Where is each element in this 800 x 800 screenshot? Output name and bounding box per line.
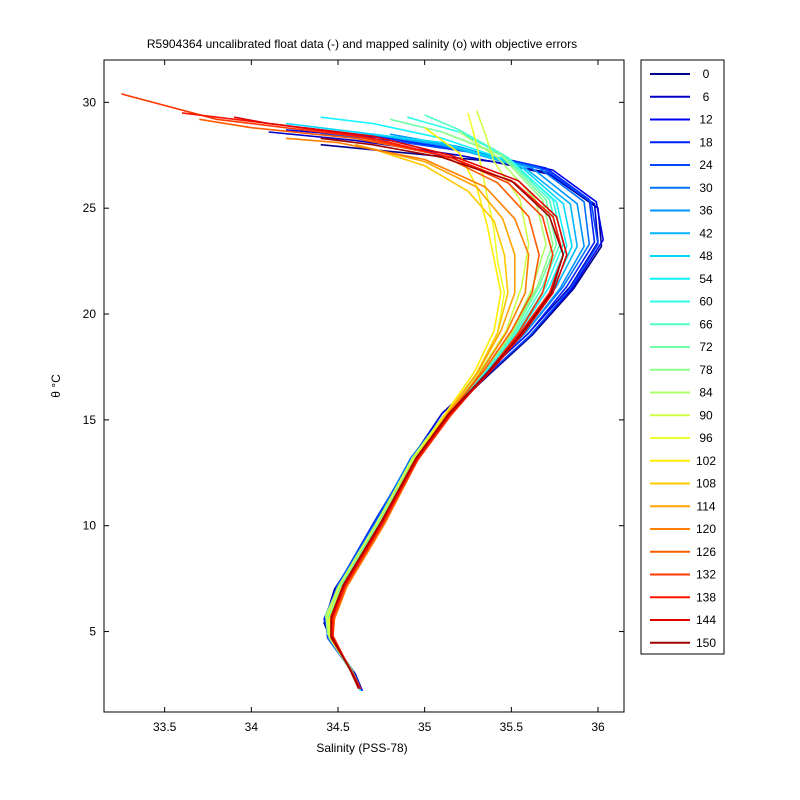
legend-label-78: 78 bbox=[699, 363, 713, 377]
legend-label-54: 54 bbox=[699, 272, 713, 286]
legend-label-42: 42 bbox=[699, 226, 713, 240]
legend-label-138: 138 bbox=[696, 590, 716, 604]
x-axis-label: Salinity (PSS-78) bbox=[316, 741, 407, 755]
x-axis-ticks: 33.5 34 34.5 35 35.5 36 bbox=[153, 60, 605, 734]
y-axis-label: θ °C bbox=[49, 374, 63, 398]
legend-label-72: 72 bbox=[699, 340, 713, 354]
legend-label-144: 144 bbox=[696, 613, 716, 627]
y-tick-label: 30 bbox=[83, 95, 97, 109]
y-tick-label: 5 bbox=[89, 625, 96, 639]
legend-label-6: 6 bbox=[703, 90, 710, 104]
y-tick-label: 15 bbox=[83, 413, 97, 427]
legend-label-30: 30 bbox=[699, 181, 713, 195]
chart-title: R5904364 uncalibrated float data (-) and… bbox=[147, 37, 577, 51]
y-tick-label: 20 bbox=[83, 307, 97, 321]
y-tick-label: 10 bbox=[83, 519, 97, 533]
legend-label-126: 126 bbox=[696, 545, 716, 559]
legend-label-108: 108 bbox=[696, 477, 716, 491]
legend-box bbox=[640, 59, 725, 655]
legend-label-150: 150 bbox=[696, 636, 716, 650]
x-tick-label: 35.5 bbox=[500, 720, 524, 734]
legend-label-90: 90 bbox=[699, 408, 713, 422]
legend-label-12: 12 bbox=[699, 113, 713, 127]
legend-label-102: 102 bbox=[696, 454, 716, 468]
legend-label-60: 60 bbox=[699, 295, 713, 309]
legend-label-96: 96 bbox=[699, 431, 713, 445]
legend-label-114: 114 bbox=[696, 499, 715, 513]
legend-label-84: 84 bbox=[699, 386, 713, 400]
plot-frame bbox=[103, 59, 625, 713]
x-tick-label: 36 bbox=[591, 720, 605, 734]
y-axis-ticks: 5 10 15 20 25 30 bbox=[83, 95, 624, 639]
legend-label-36: 36 bbox=[699, 204, 713, 218]
x-tick-label: 34.5 bbox=[326, 720, 350, 734]
legend-label-0: 0 bbox=[703, 67, 710, 81]
x-tick-label: 35 bbox=[418, 720, 432, 734]
series-lines bbox=[121, 93, 604, 692]
x-tick-label: 34 bbox=[245, 720, 259, 734]
series-line-150 bbox=[320, 137, 565, 690]
legend-label-120: 120 bbox=[696, 522, 716, 536]
legend-label-24: 24 bbox=[699, 158, 713, 172]
x-tick-label: 33.5 bbox=[153, 720, 177, 734]
y-tick-label: 25 bbox=[83, 201, 97, 215]
legend-label-48: 48 bbox=[699, 249, 713, 263]
legend-label-66: 66 bbox=[699, 317, 713, 331]
legend-label-132: 132 bbox=[696, 568, 716, 582]
legend-label-18: 18 bbox=[699, 135, 713, 149]
legend: 0 6 12 18 24 30 36 42 48 54 60 66 72 78 84 90 96 102 108 11… bbox=[640, 59, 725, 655]
